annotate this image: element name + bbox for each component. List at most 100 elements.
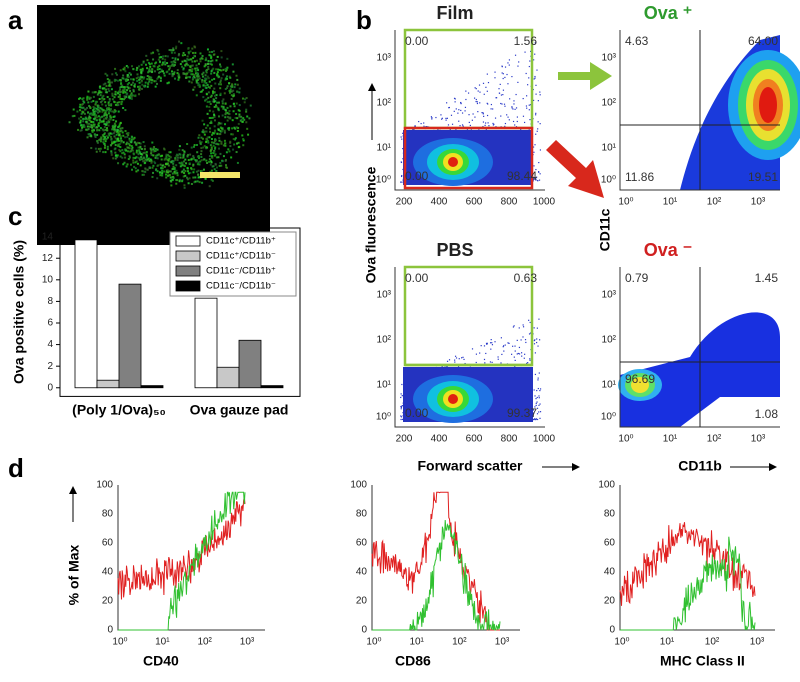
event xyxy=(431,118,433,120)
event xyxy=(450,114,453,116)
texture xyxy=(128,81,131,84)
texture xyxy=(236,90,239,93)
y-tick-label: 100 xyxy=(350,480,367,491)
texture xyxy=(95,110,98,113)
event xyxy=(509,98,511,100)
texture xyxy=(184,76,187,79)
texture xyxy=(107,81,110,84)
texture xyxy=(153,70,156,73)
texture xyxy=(234,116,237,119)
event xyxy=(486,73,488,75)
texture xyxy=(122,134,125,137)
event xyxy=(523,357,525,359)
texture xyxy=(114,137,117,140)
texture xyxy=(106,74,109,77)
texture xyxy=(236,142,239,145)
bar xyxy=(96,379,120,389)
texture xyxy=(141,83,144,86)
texture xyxy=(101,96,104,99)
texture xyxy=(82,120,85,123)
texture xyxy=(162,55,165,58)
texture xyxy=(162,63,165,66)
texture xyxy=(246,127,249,130)
texture xyxy=(191,78,194,81)
texture xyxy=(220,164,223,167)
texture xyxy=(103,146,106,149)
texture xyxy=(145,159,148,162)
texture xyxy=(169,65,172,68)
texture xyxy=(226,57,229,60)
texture xyxy=(124,97,127,100)
legend-label: CD11c⁺/CD11b⁺ xyxy=(206,236,276,247)
y-tick-label: 10² xyxy=(377,335,392,346)
texture xyxy=(211,100,214,103)
texture xyxy=(191,47,194,50)
texture xyxy=(154,85,157,88)
event xyxy=(400,405,403,407)
texture xyxy=(105,114,108,117)
texture xyxy=(137,156,140,159)
texture xyxy=(210,57,213,60)
texture xyxy=(126,150,129,153)
texture xyxy=(105,116,108,119)
texture xyxy=(206,75,209,78)
event xyxy=(535,93,537,95)
texture xyxy=(206,139,209,142)
texture xyxy=(83,125,86,128)
texture xyxy=(206,162,209,165)
event xyxy=(401,383,403,386)
texture xyxy=(179,165,182,168)
texture xyxy=(146,158,149,161)
event xyxy=(539,411,542,413)
texture xyxy=(110,138,113,141)
texture xyxy=(192,145,195,148)
texture xyxy=(142,170,145,173)
texture xyxy=(232,89,235,92)
texture xyxy=(197,136,200,139)
texture xyxy=(233,126,236,129)
texture xyxy=(99,87,102,90)
texture xyxy=(103,97,106,100)
event xyxy=(474,116,476,118)
event xyxy=(526,95,528,97)
texture xyxy=(111,94,114,97)
texture xyxy=(98,98,101,101)
texture xyxy=(195,143,198,146)
texture xyxy=(199,85,202,88)
texture xyxy=(195,94,198,97)
event xyxy=(518,61,520,63)
texture xyxy=(138,93,141,96)
texture xyxy=(114,147,117,150)
event xyxy=(402,132,404,134)
texture xyxy=(232,138,235,141)
texture xyxy=(141,67,144,70)
texture xyxy=(225,75,228,78)
texture xyxy=(147,61,150,64)
texture xyxy=(212,67,215,70)
texture xyxy=(164,63,167,66)
axis xyxy=(619,30,780,191)
texture xyxy=(116,130,119,133)
texture xyxy=(190,58,193,61)
texture xyxy=(210,63,213,66)
texture xyxy=(123,153,126,156)
texture xyxy=(162,72,165,75)
texture xyxy=(124,91,127,94)
plot-frame xyxy=(59,227,301,397)
texture xyxy=(91,91,94,94)
texture xyxy=(102,135,105,138)
event xyxy=(441,117,443,119)
event xyxy=(529,119,531,121)
texture xyxy=(240,115,243,118)
texture xyxy=(245,108,248,111)
event xyxy=(451,123,454,125)
event xyxy=(535,397,537,400)
event xyxy=(448,107,450,109)
texture xyxy=(236,161,239,164)
texture xyxy=(205,81,208,84)
event xyxy=(514,350,516,352)
event xyxy=(494,341,496,343)
texture xyxy=(224,159,227,162)
texture xyxy=(114,124,117,127)
texture xyxy=(77,128,80,131)
